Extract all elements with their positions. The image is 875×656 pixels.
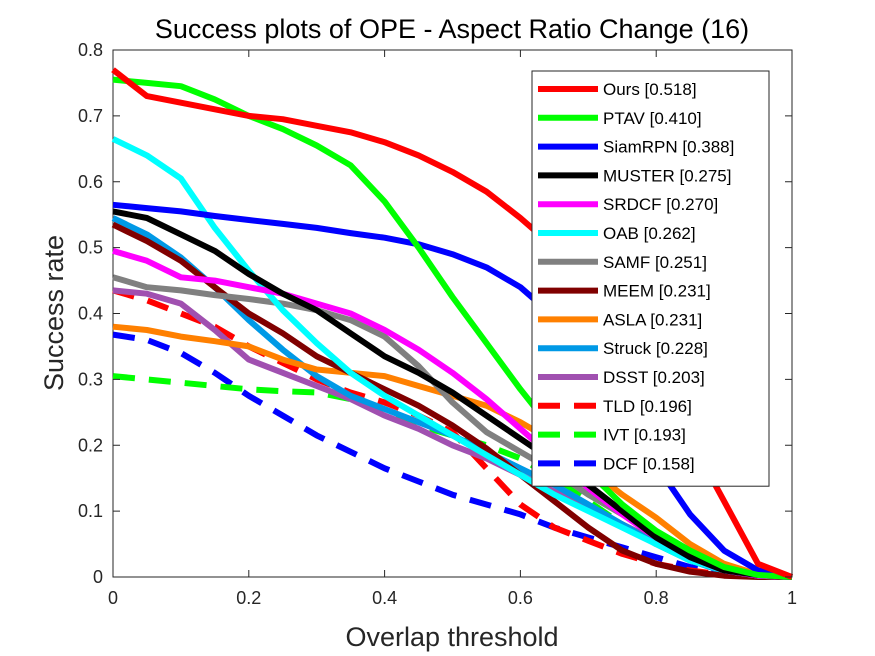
legend-entry-label: DSST [0.203] [603,368,705,387]
y-tick-label: 0.7 [78,106,103,126]
y-axis-label: Success rate [39,235,69,391]
x-tick-label: 1 [787,588,797,608]
y-tick-label: 0.2 [78,435,103,455]
y-tick-label: 0.3 [78,369,103,389]
x-tick-label: 0.6 [508,588,533,608]
legend-entry-label: PTAV [0.410] [603,109,702,128]
legend-entry-label: SRDCF [0.270] [603,195,718,214]
legend-entry-label: ASLA [0.231] [603,310,702,329]
axes-layer: 0 0.2 0.4 0.6 0.8 1 0 0.1 0.2 0.3 0.4 0.5 0.6 0.7 0.8 [78,40,797,608]
y-tick-label: 0.4 [78,304,103,324]
legend-entry-label: MUSTER [0.275] [603,166,732,185]
legend-entry-label: Ours [0.518] [603,80,697,99]
series-line-3 [112,201,793,580]
x-axis-label: Overlap threshold [345,622,558,652]
x-tick-label: 0.4 [372,588,397,608]
chart-title: Success plots of OPE - Aspect Ratio Chan… [155,14,749,44]
series-line-4 [112,208,793,580]
x-tick-label: 0 [108,588,118,608]
legend: Ours [0.518] PTAV [0.410] SiamRPN [0.388] M… [531,70,770,487]
y-tick-label: 0.1 [78,501,103,521]
y-tick-label: 0.5 [78,238,103,258]
series-line-2 [112,76,793,580]
y-tick-label: 0.8 [78,40,103,60]
legend-entry-label: OAB [0.262] [603,224,696,243]
x-tick-label: 0.2 [236,588,261,608]
y-tick-label: 0.6 [78,172,103,192]
legend-entry-label: DCF [0.158] [603,454,695,473]
legend-entry-label: Struck [0.228] [603,339,708,358]
legend-entry-label: TLD [0.196] [603,397,692,416]
legend-entry-label: SAMF [0.251] [603,253,707,272]
series-layer [111,67,794,580]
legend-box [531,70,770,487]
legend-entry-label: IVT [0.193] [603,426,686,445]
x-tick-label: 0.8 [644,588,669,608]
series-line-14 [112,331,793,580]
series-line-6 [111,136,793,580]
y-tick-label: 0 [93,567,103,587]
legend-entry-label: SiamRPN [0.388] [603,138,734,157]
series-line-13 [112,373,793,580]
legend-entry-label: MEEM [0.231] [603,282,711,301]
